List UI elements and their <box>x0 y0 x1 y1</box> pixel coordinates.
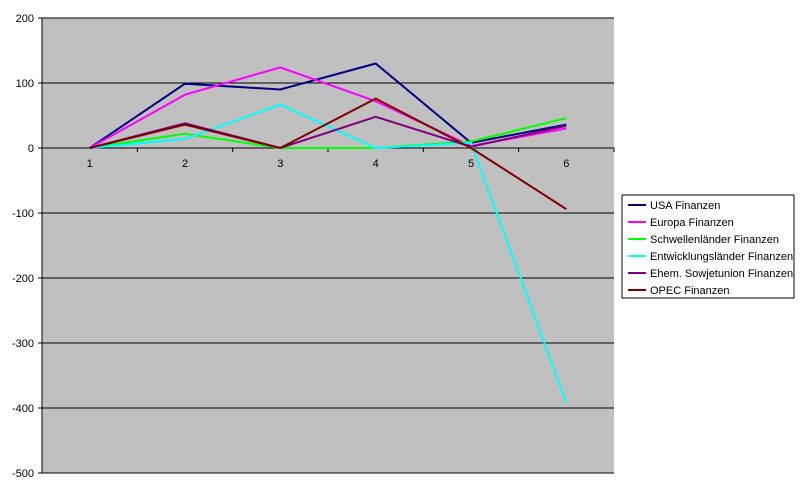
y-tick-label: 100 <box>16 78 34 90</box>
x-tick-label: 1 <box>87 158 93 170</box>
legend-box <box>621 194 795 299</box>
y-tick-label: 200 <box>16 13 34 25</box>
series-lines <box>89 62 568 404</box>
y-tick-label: -300 <box>12 338 34 350</box>
series-line-6 <box>89 97 567 210</box>
series-line-1 <box>89 62 567 149</box>
y-axis: 200 100 0 -100 -200 -300 -400 -500 <box>12 13 43 480</box>
legend: USA Finanzen Europa Finanzen Schwellenländ… <box>621 194 795 299</box>
series-line-5 <box>89 115 567 150</box>
plot-area <box>42 18 614 473</box>
y-tick-label: -200 <box>12 273 34 285</box>
legend-label: USA Finanzen <box>650 200 720 212</box>
x-tick-label: 5 <box>468 158 474 170</box>
x-tick-label: 2 <box>182 158 188 170</box>
legend-label: OPEC Finanzen <box>650 285 729 297</box>
legend-label: Schwellenländer Finanzen <box>650 234 779 246</box>
x-tick-label: 3 <box>277 158 283 170</box>
legend-label: Ehem. Sowjetunion Finanzen <box>650 268 793 280</box>
x-tick-label: 4 <box>373 158 379 170</box>
y-tick-label: -400 <box>12 403 34 415</box>
y-tick-label: -500 <box>12 468 34 480</box>
series-line-4 <box>89 103 568 404</box>
x-tick-label: 6 <box>563 158 569 170</box>
legend-label: Entwicklungsländer Finanzen <box>650 251 793 263</box>
y-tick-label: 0 <box>28 143 34 155</box>
y-tick-label: -100 <box>12 208 34 220</box>
legend-label: Europa Finanzen <box>650 217 734 229</box>
series-line-3 <box>89 117 567 149</box>
